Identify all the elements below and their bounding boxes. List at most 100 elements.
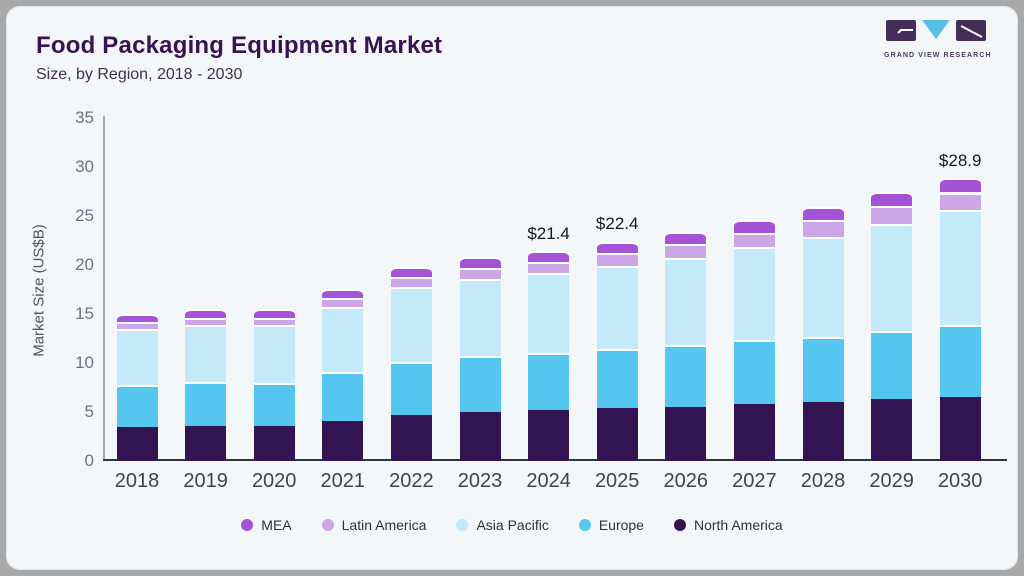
bar-segment-2020-asia-pacific [253,324,295,383]
legend-dot-latin-america [321,519,334,531]
x-label-2023: 2023 [457,470,503,492]
legend-item-north-america: North America [673,517,783,533]
bar-segment-2022-europe [390,362,432,415]
bar-segment-2029-mea [871,192,913,207]
bar-segment-2024-north-america [528,410,570,461]
bar-segment-2030-latin-america [939,192,981,211]
bar-segment-2026-europe [665,345,707,408]
x-label-2018: 2018 [114,470,160,492]
bar-segment-2027-mea [733,219,775,233]
bar-segment-2030-mea [939,177,981,193]
y-tick-20: 20 [75,255,94,274]
bar-segment-2021-mea [322,288,364,299]
grand-view-research-logo: GRAND VIEW RESEARCH [884,20,992,59]
market-size-chart: Market Size (US$B) 0 5 10 15 20 25 30 35 2018 201… [6,6,1018,570]
bar-segment-2018-europe [116,384,158,427]
bar-segment-2028-europe [802,336,844,403]
y-tick-15: 15 [75,304,94,323]
bar-segment-2028-latin-america [802,219,844,237]
bar-segment-2024-asia-pacific [528,272,570,354]
bar-segment-2020-north-america [253,425,295,461]
y-tick-30: 30 [75,157,94,176]
bar-segment-2027-north-america [733,404,775,461]
bar-segment-2020-latin-america [253,317,295,325]
x-label-2025: 2025 [594,470,640,492]
legend-label-latin-america: Latin America [341,517,427,533]
bar-segment-2019-latin-america [185,317,227,325]
legend-item-asia-pacific: Asia Pacific [456,517,549,533]
y-tick-0: 0 [84,451,94,470]
x-label-2021: 2021 [320,470,366,492]
bar-segment-2030-north-america [939,397,981,461]
y-tick-25: 25 [75,206,94,225]
x-label-2020: 2020 [251,470,297,492]
bar-segment-2022-mea [390,266,432,277]
y-axis-line [103,116,105,461]
x-label-2019: 2019 [183,470,228,492]
bar-segment-2021-latin-america [322,298,364,308]
y-tick-5: 5 [84,402,94,421]
x-label-2026: 2026 [663,470,709,492]
x-label-2029: 2029 [869,470,914,492]
bar-segment-2027-asia-pacific [733,247,775,341]
bar-segment-2019-asia-pacific [185,324,227,382]
legend-label-asia-pacific: Asia Pacific [476,517,549,533]
bar-segment-2030-asia-pacific [939,210,981,325]
legend-label-europe: Europe [598,517,644,533]
bar-segment-2024-latin-america [528,262,570,273]
bar-segment-2023-latin-america [459,267,501,279]
chart-card: Food Packaging Equipment Market Size, by… [6,6,1018,570]
bar-segment-2021-asia-pacific [322,307,364,372]
bar-segment-2018-latin-america [116,321,158,329]
page-title: Food Packaging Equipment Market [36,32,443,59]
bar-segment-2022-north-america [390,414,432,461]
legend-dot-mea [241,519,254,531]
bar-segment-2026-latin-america [665,244,707,259]
bar-segment-2018-mea [116,314,158,322]
bar-segment-2020-europe [253,382,295,426]
bar-segment-2024-mea [528,251,570,263]
bar-segment-2020-mea [253,309,295,318]
x-label-2022: 2022 [389,470,434,492]
bar-segment-2025-europe [596,349,638,409]
bar-segment-2018-north-america [116,426,158,461]
bar-segment-2028-north-america [802,402,844,461]
chart-subtitle: Size, by Region, 2018 - 2030 [36,66,243,83]
total-label-2025: $22.4 [595,214,639,234]
bar-segment-2029-asia-pacific [871,223,913,331]
bar-segment-2021-europe [322,371,364,421]
legend-label-north-america: North America [693,517,783,533]
legend-label-mea: MEA [261,517,292,533]
bar-segment-2026-north-america [665,407,707,461]
bar-segment-2027-europe [733,340,775,405]
y-axis-title: Market Size (US$B) [30,224,48,357]
bar-segment-2022-latin-america [390,276,432,287]
x-label-2028: 2028 [800,470,846,492]
bar-segment-2023-mea [459,257,501,268]
bar-segment-2025-mea [596,241,638,254]
bar-segment-2023-north-america [459,412,501,461]
legend-dot-north-america [673,519,686,531]
legend-item-latin-america: Latin America [321,517,427,533]
legend-dot-europe [578,519,591,531]
legend-dot-asia-pacific [456,519,469,531]
logo-wordmark: GRAND VIEW RESEARCH [884,52,992,59]
legend-item-europe: Europe [578,517,644,533]
bar-segment-2023-europe [459,356,501,412]
bar-segment-2026-asia-pacific [665,258,707,346]
total-label-2030: $28.9 [938,150,982,170]
bar-segment-2025-north-america [596,408,638,461]
total-label-2024: $21.4 [527,224,570,244]
y-tick-35: 35 [75,108,94,127]
gvr-logo-icon [886,20,986,41]
bar-segment-2028-asia-pacific [802,236,844,337]
bar-segment-2023-asia-pacific [459,278,501,357]
bar-segment-2029-latin-america [871,206,913,224]
bar-segment-2019-north-america [185,425,227,461]
bar-segment-2030-europe [939,324,981,398]
bar-segment-2028-mea [802,207,844,220]
bar-segment-2029-europe [871,330,913,400]
bar-segment-2026-mea [665,231,707,245]
bar-segment-2025-asia-pacific [596,265,638,350]
legend-item-mea: MEA [241,517,292,533]
